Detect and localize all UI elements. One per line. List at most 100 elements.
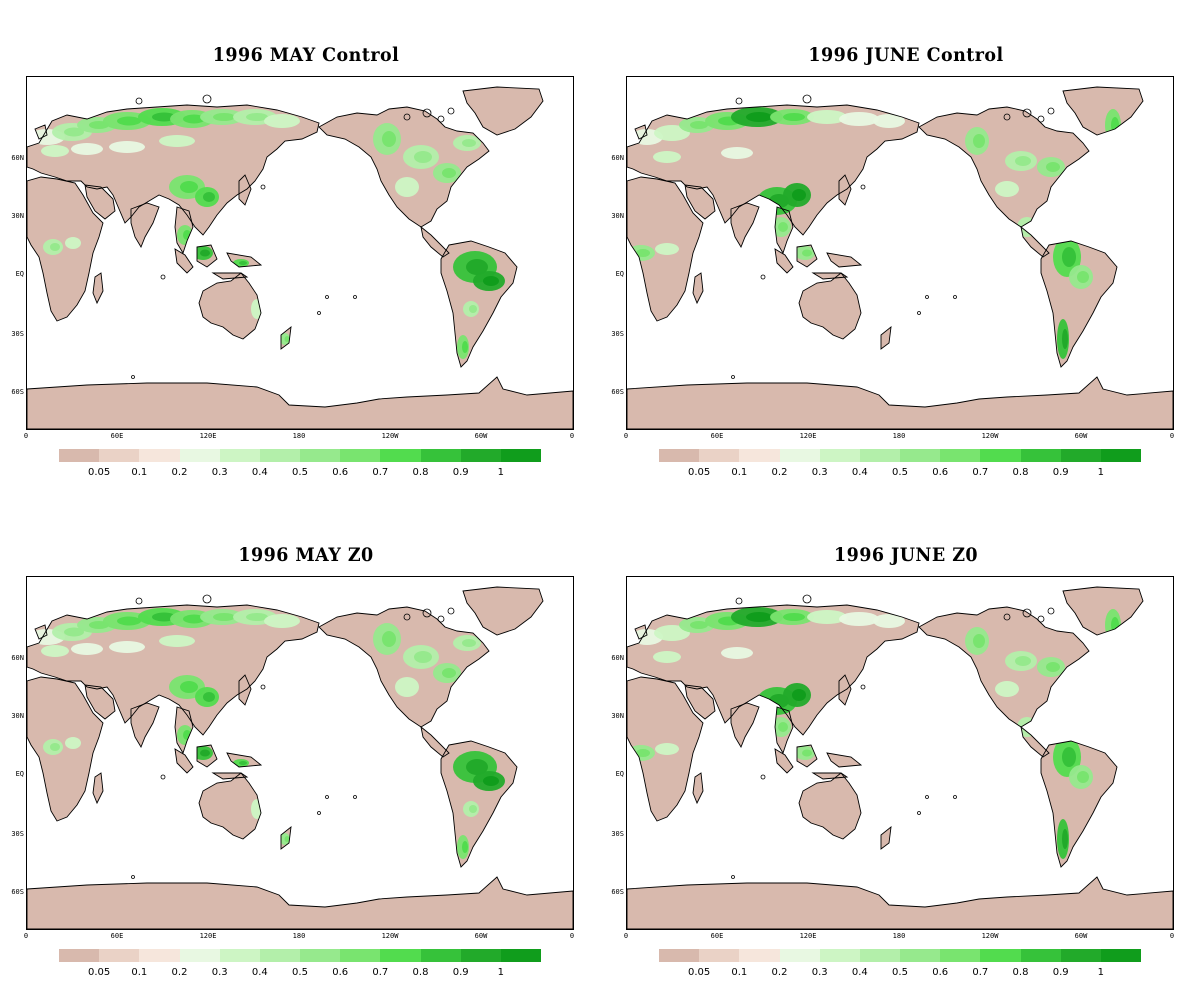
- lon-tick-label: 0: [23, 932, 29, 940]
- panel-june-control: 1996 JUNE Control 60N 30N EQ 30S 60S 0 60E 120E…: [611, 44, 1186, 492]
- colorbar: [659, 949, 1142, 962]
- lat-tick-label: 30N: [11, 712, 24, 720]
- colorbar-swatch: [300, 949, 341, 962]
- colorbar-label: 1: [497, 467, 505, 478]
- colorbar-swatch: [139, 449, 180, 462]
- colorbar-swatch: [340, 449, 381, 462]
- colorbar-swatch: [900, 949, 941, 962]
- colorbar-swatch: [819, 449, 860, 462]
- colorbar-label: 0.4: [251, 967, 268, 978]
- colorbar-swatch: [1100, 949, 1142, 962]
- colorbar-swatch: [300, 449, 341, 462]
- lat-tick-label: 30N: [11, 212, 24, 220]
- map-frame: [26, 76, 574, 430]
- colorbar-swatch: [259, 949, 301, 962]
- colorbar-swatch: [940, 449, 981, 462]
- lat-tick-label: 60S: [611, 388, 624, 396]
- colorbar-label: 0.3: [811, 967, 828, 978]
- lon-tick-label: 120E: [799, 432, 817, 440]
- colorbar-swatch: [380, 949, 421, 962]
- lat-tick-label: EQ: [15, 270, 24, 278]
- colorbar-swatch: [59, 949, 100, 962]
- colorbar-label: 0.7: [372, 967, 389, 978]
- colorbar-label: 0.6: [332, 967, 349, 978]
- lon-tick-label: 60W: [1074, 432, 1088, 440]
- colorbar-label: 0.1: [131, 467, 148, 478]
- lat-tick-label: 60N: [611, 154, 624, 162]
- colorbar-label: 0.7: [972, 467, 989, 478]
- colorbar-label: 0.9: [452, 467, 469, 478]
- colorbar-swatch: [1020, 449, 1061, 462]
- panel-title: 1996 JUNE Control: [808, 44, 1004, 66]
- colorbar-swatch: [819, 949, 860, 962]
- map-frame: [626, 76, 1174, 430]
- colorbar-label: 0.9: [1052, 967, 1069, 978]
- colorbar-label: 0.1: [731, 467, 748, 478]
- colorbar-swatch: [1060, 949, 1101, 962]
- lon-tick-label: 180: [892, 432, 906, 440]
- colorbar-labels: 0.05 0.1 0.2 0.3 0.4 0.5 0.6 0.7 0.8 0.9 1: [59, 967, 541, 979]
- lat-tick-label: 30S: [611, 330, 624, 338]
- colorbar-label: 0.2: [771, 967, 788, 978]
- colorbar-labels: 0.05 0.1 0.2 0.3 0.4 0.5 0.6 0.7 0.8 0.9 1: [659, 467, 1141, 479]
- lon-tick-label: 0: [23, 432, 29, 440]
- colorbar-label: 0.5: [892, 467, 908, 478]
- colorbar-label: 0.9: [1052, 467, 1069, 478]
- lat-tick-label: 30S: [11, 830, 24, 838]
- colorbar-swatch: [99, 949, 140, 962]
- colorbar-label: 0.8: [1012, 967, 1029, 978]
- lon-tick-label: 180: [892, 932, 906, 940]
- colorbar-swatch: [900, 449, 941, 462]
- colorbar-label: 0.2: [171, 467, 188, 478]
- colorbar-swatch: [1020, 949, 1061, 962]
- colorbar: [59, 949, 542, 962]
- colorbar-swatch: [779, 449, 820, 462]
- colorbar-swatch: [859, 449, 901, 462]
- colorbar-label: 0.2: [771, 467, 788, 478]
- lon-tick-label: 180: [292, 432, 306, 440]
- lat-tick-label: 30S: [611, 830, 624, 838]
- colorbar-label: 0.8: [412, 967, 429, 978]
- colorbar-label: 1: [497, 967, 505, 978]
- colorbar-label: 0.5: [892, 967, 908, 978]
- colorbar-swatch: [380, 449, 421, 462]
- panel-title: 1996 JUNE Z0: [833, 544, 979, 566]
- lon-tick-label: 120E: [799, 932, 817, 940]
- panel-june-z0: 1996 JUNE Z0 60N 30N EQ 30S 60S 0 60E 120E 180 12…: [611, 544, 1186, 992]
- colorbar-swatch: [219, 949, 260, 962]
- colorbar-label: 0.3: [811, 467, 828, 478]
- lat-tick-label: 60S: [11, 388, 24, 396]
- lon-tick-label: 60E: [710, 432, 724, 440]
- colorbar-swatch: [739, 949, 780, 962]
- colorbar-swatch: [659, 949, 700, 962]
- lon-tick-label: 0: [1169, 932, 1175, 940]
- colorbar-swatch: [699, 949, 740, 962]
- lon-tick-label: 120E: [199, 932, 217, 940]
- lat-tick-label: EQ: [615, 270, 624, 278]
- colorbar-swatch: [139, 949, 180, 962]
- lon-tick-label: 60E: [710, 932, 724, 940]
- colorbar-label: 0.1: [731, 967, 748, 978]
- colorbar-label: 0.8: [1012, 467, 1029, 478]
- colorbar-swatch: [980, 449, 1021, 462]
- colorbar-label: 0.05: [688, 967, 711, 978]
- colorbar-swatch: [1060, 449, 1101, 462]
- map-frame: [626, 576, 1174, 930]
- lat-tick-label: 30S: [11, 330, 24, 338]
- colorbar-label: 0.05: [88, 467, 111, 478]
- lat-tick-label: 60N: [11, 154, 24, 162]
- lon-tick-label: 60E: [110, 932, 124, 940]
- lat-tick-label: 60N: [11, 654, 24, 662]
- colorbar-labels: 0.05 0.1 0.2 0.3 0.4 0.5 0.6 0.7 0.8 0.9 1: [659, 967, 1141, 979]
- colorbar-swatch: [259, 449, 301, 462]
- colorbar-swatch: [420, 449, 461, 462]
- lon-tick-label: 60W: [474, 932, 488, 940]
- colorbar-swatch: [940, 949, 981, 962]
- lon-tick-label: 120W: [981, 932, 999, 940]
- colorbar-swatch: [99, 449, 140, 462]
- colorbar-label: 0.05: [88, 967, 111, 978]
- lon-tick-label: 120E: [199, 432, 217, 440]
- lon-tick-label: 0: [1169, 432, 1175, 440]
- colorbar-label: 0.8: [412, 467, 429, 478]
- panel-may-z0: 1996 MAY Z0 60N 30N EQ 30S 60S 0 60E 120E 180 120…: [11, 544, 586, 992]
